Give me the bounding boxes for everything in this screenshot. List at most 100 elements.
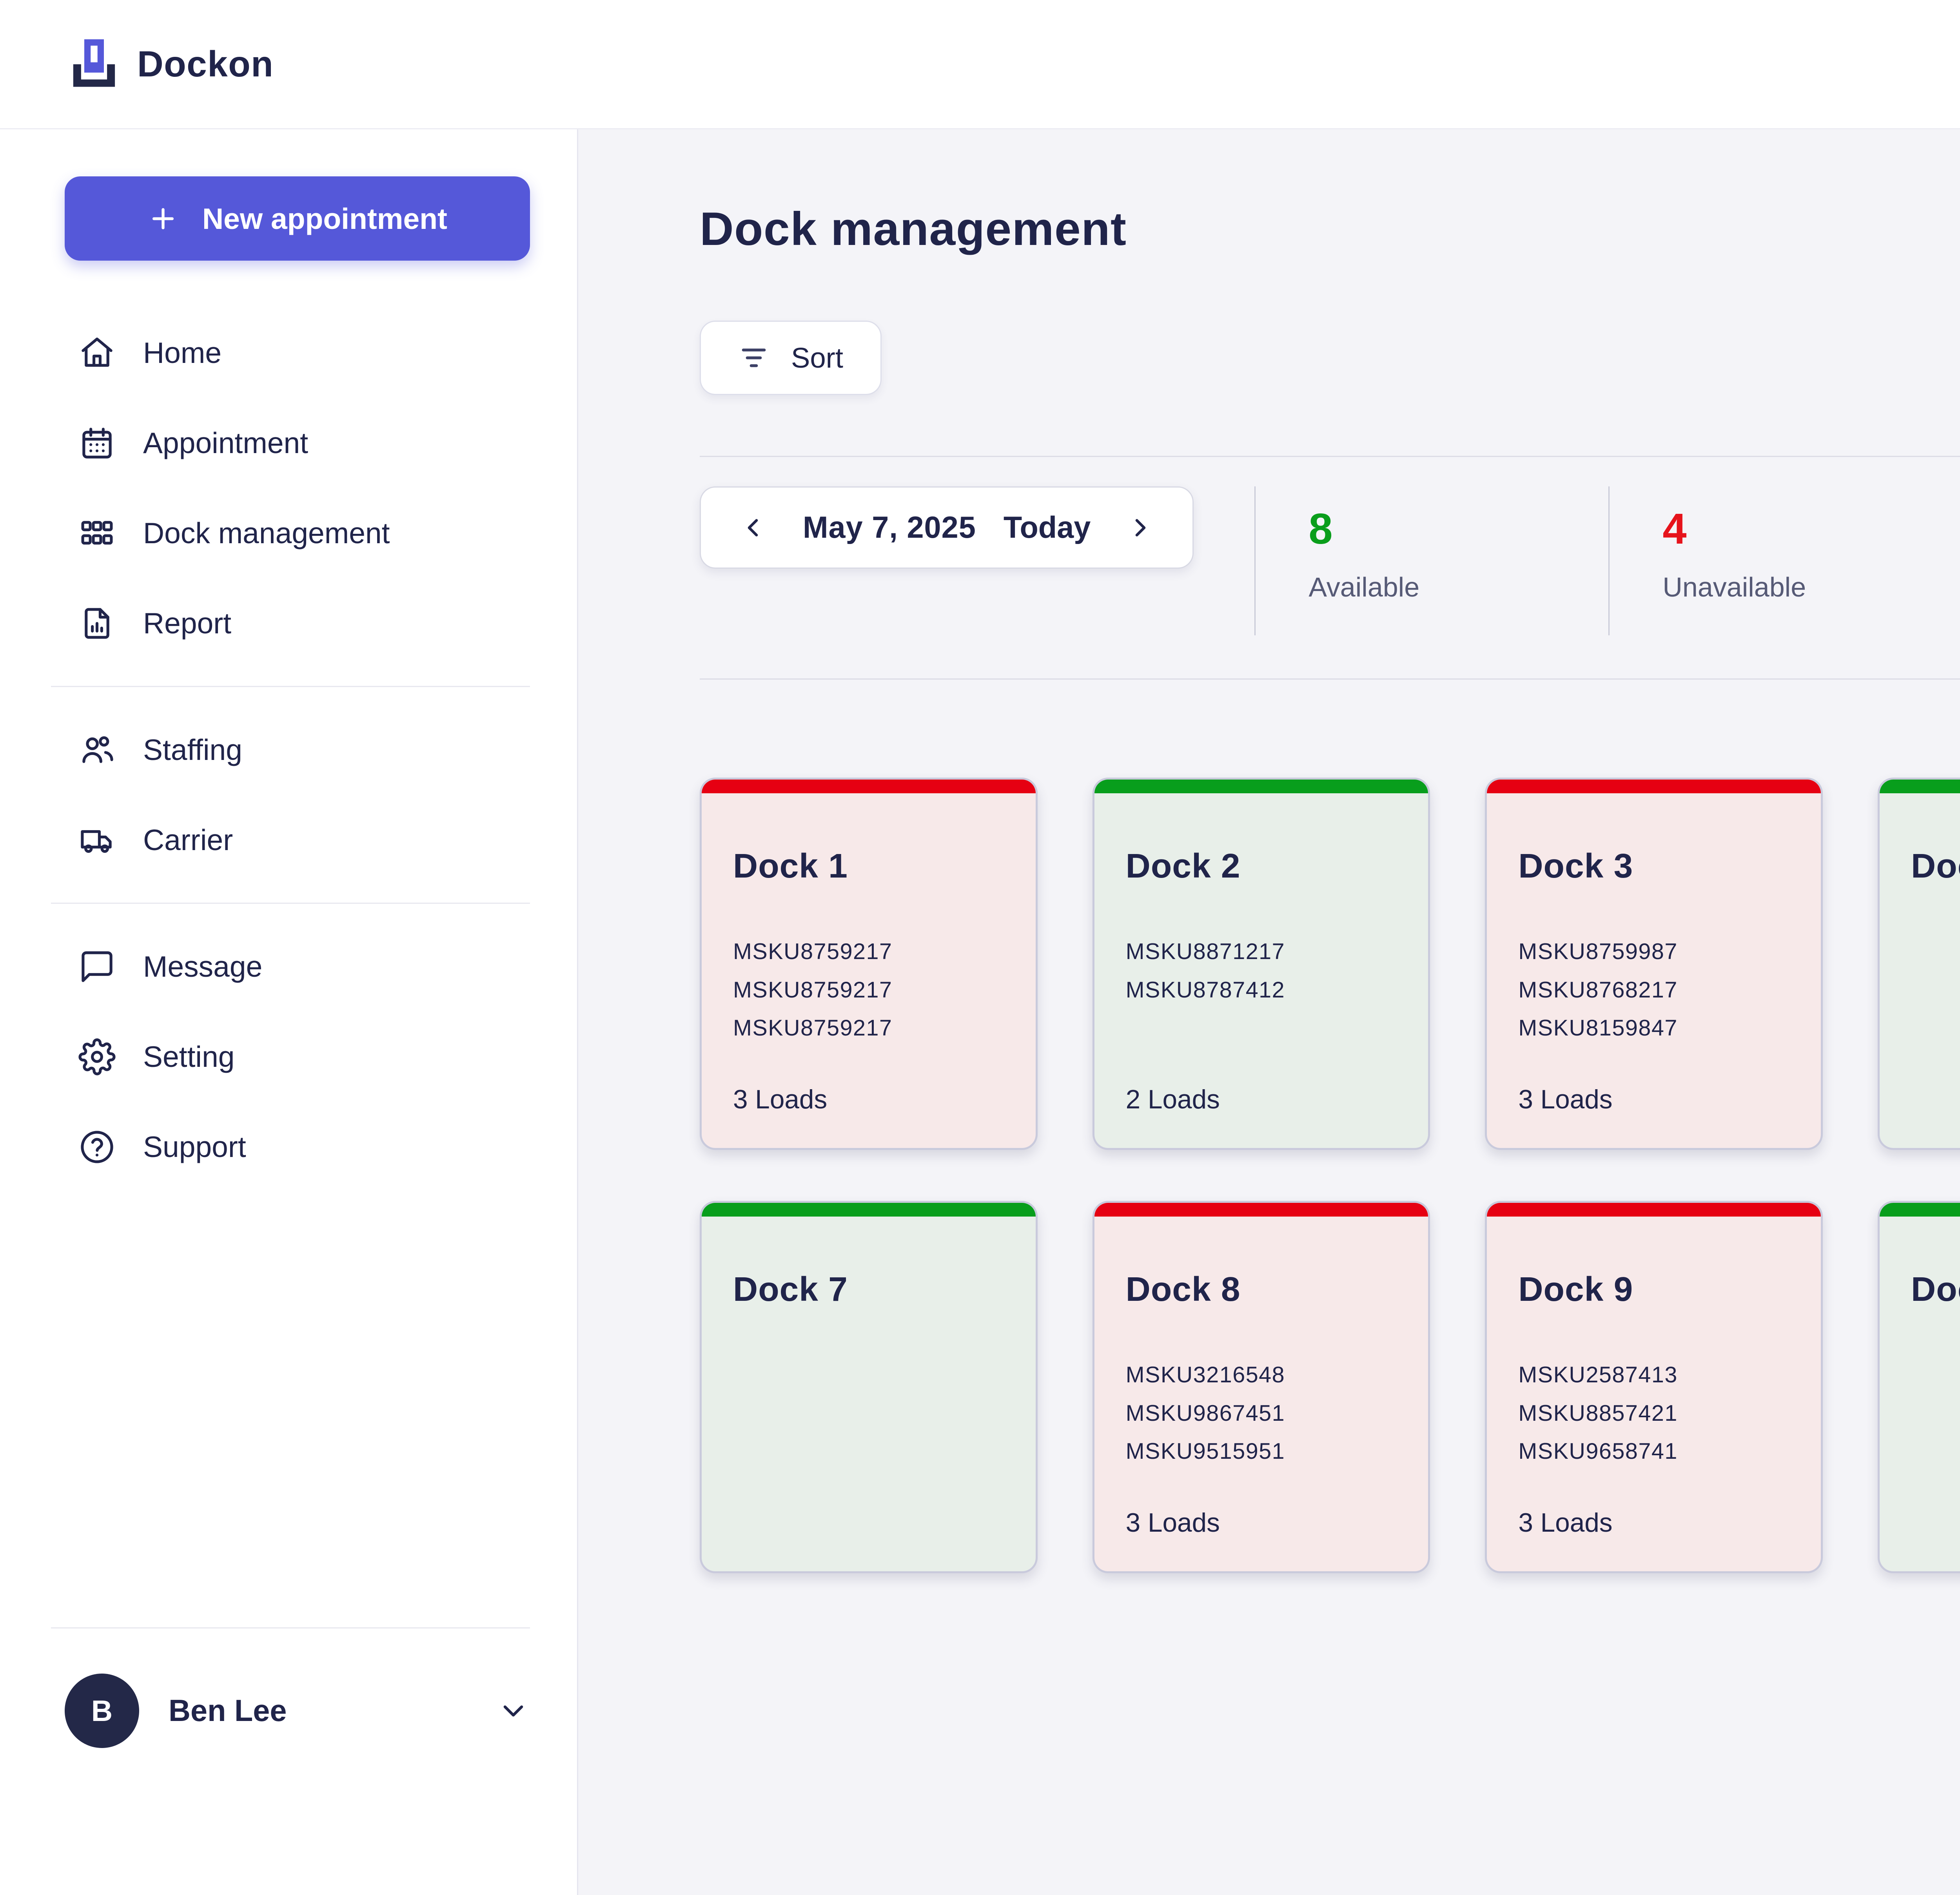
truck-icon	[78, 821, 116, 859]
sidebar-item-label: Appointment	[143, 426, 309, 459]
calendar-icon	[78, 424, 116, 462]
user-avatar: B	[65, 1674, 139, 1748]
dock-grid: Dock 1 MSKU8759217 MSKU8759217 MSKU8759217 3…	[700, 778, 1960, 1573]
sidebar-item-label: Carrier	[143, 823, 233, 856]
toolbar: Sort BLOCK OFF TIME NEW APPOINTMENT	[700, 317, 1960, 399]
container-id: MSKU9515951	[1125, 1439, 1285, 1464]
sidebar: New appointment Home Appointment Dock mana…	[0, 129, 578, 1895]
dock-title: Dock 10	[1911, 1270, 1960, 1308]
stats-divider	[1254, 486, 1256, 635]
sidebar-item-message[interactable]: Message	[0, 921, 577, 1012]
message-icon	[78, 948, 116, 985]
app-header: Dockon Learning Export data B	[0, 0, 1960, 129]
date-row: May 7, 2025 Today 8 Available 4 Unavaila…	[700, 486, 1960, 649]
sidebar-item-label: Setting	[143, 1040, 235, 1073]
available-count: 8	[1308, 505, 1333, 553]
filter-icon	[738, 342, 769, 374]
status-bar-available	[1094, 780, 1428, 793]
dock-card[interactable]: Dock 7	[700, 1201, 1038, 1573]
container-id: MSKU9867451	[1125, 1400, 1285, 1426]
loads-count: 3 Loads	[1125, 1508, 1220, 1538]
dock-card[interactable]: Dock 4	[1878, 778, 1960, 1150]
sidebar-divider	[51, 686, 530, 687]
status-bar-unavailable	[1094, 1203, 1428, 1217]
today-button[interactable]: Today	[1003, 510, 1091, 544]
page-title: Dock management	[700, 203, 1127, 255]
loads-count: 3 Loads	[1518, 1508, 1613, 1538]
container-id: MSKU8857421	[1518, 1400, 1678, 1426]
dock-title: Dock 3	[1518, 847, 1633, 885]
report-icon	[78, 605, 116, 642]
container-list: MSKU3216548 MSKU9867451 MSKU9515951	[1126, 1356, 1397, 1471]
sidebar-item-carrier[interactable]: Carrier	[0, 795, 577, 885]
unavailable-stat: 4 Unavailable	[1662, 486, 1902, 603]
stats-divider	[1608, 486, 1610, 635]
toolbar-divider	[700, 456, 1960, 457]
container-id: MSKU8787412	[1125, 977, 1285, 1003]
status-bar-available	[1880, 1203, 1960, 1217]
sidebar-nav: Home Appointment Dock management Report Staf…	[0, 308, 577, 1192]
dock-card[interactable]: Dock 1 MSKU8759217 MSKU8759217 MSKU8759217 3…	[700, 778, 1038, 1150]
sidebar-item-dock-management[interactable]: Dock management	[0, 488, 577, 578]
container-id: MSKU8759217	[733, 977, 893, 1003]
date-next-button[interactable]	[1122, 509, 1159, 546]
chevron-down-icon[interactable]	[497, 1694, 530, 1728]
container-id: MSKU8759217	[733, 1016, 893, 1041]
sidebar-item-label: Home	[143, 336, 222, 369]
container-id: MSKU8768217	[1518, 977, 1678, 1003]
sidebar-item-support[interactable]: Support	[0, 1102, 577, 1192]
sidebar-item-home[interactable]: Home	[0, 308, 577, 398]
loads-count: 3 Loads	[1518, 1085, 1613, 1114]
dock-title: Dock 1	[733, 847, 848, 885]
sidebar-item-setting[interactable]: Setting	[0, 1012, 577, 1102]
user-menu[interactable]: B Ben Lee	[0, 1674, 577, 1748]
user-name: Ben Lee	[169, 1694, 287, 1728]
container-id: MSKU3216548	[1125, 1362, 1285, 1387]
stats-bottom-divider	[700, 678, 1960, 680]
dock-card[interactable]: Dock 2 MSKU8871217 MSKU8787412 2 Loads	[1092, 778, 1430, 1150]
dockon-logo-icon	[73, 39, 115, 87]
unavailable-label: Unavailable	[1662, 572, 1806, 602]
help-icon	[78, 1128, 116, 1166]
loads-count: 2 Loads	[1125, 1085, 1220, 1114]
sidebar-divider	[51, 903, 530, 904]
container-id: MSKU8871217	[1125, 939, 1285, 964]
dock-card[interactable]: Dock 8 MSKU3216548 MSKU9867451 MSKU9515951 3…	[1092, 1201, 1430, 1573]
brand-logo: Dockon	[65, 35, 274, 94]
status-bar-unavailable	[1487, 780, 1821, 793]
brand-name: Dockon	[137, 44, 274, 84]
dock-card[interactable]: Dock 9 MSKU2587413 MSKU8857421 MSKU9658741 3…	[1485, 1201, 1823, 1573]
available-stat: 8 Available	[1308, 486, 1548, 603]
status-bar-available	[702, 1203, 1036, 1217]
sidebar-item-appointment[interactable]: Appointment	[0, 398, 577, 488]
container-list: MSKU8759217 MSKU8759217 MSKU8759217	[733, 933, 1004, 1048]
dock-card[interactable]: Dock 3 MSKU8759987 MSKU8768217 MSKU8159847 3…	[1485, 778, 1823, 1150]
container-id: MSKU8159847	[1518, 1016, 1678, 1041]
sidebar-item-label: Dock management	[143, 517, 390, 549]
sidebar-item-label: Staffing	[143, 733, 242, 766]
dock-title: Dock 4	[1911, 847, 1960, 885]
sort-button[interactable]: Sort	[700, 321, 882, 395]
date-prev-button[interactable]	[734, 509, 771, 546]
available-label: Available	[1308, 572, 1420, 602]
dock-title: Dock 9	[1518, 1270, 1633, 1308]
status-bar-unavailable	[702, 780, 1036, 793]
sidebar-item-label: Report	[143, 607, 232, 640]
container-id: MSKU8759987	[1518, 939, 1678, 964]
main-content: Dock management Sort BLOCK OFF TIME NEW …	[578, 129, 1960, 1895]
dock-title: Dock 8	[1125, 1270, 1241, 1308]
dock-card[interactable]: Dock 10	[1878, 1201, 1960, 1573]
grid-icon	[78, 515, 116, 552]
container-list: MSKU2587413 MSKU8857421 MSKU9658741	[1518, 1356, 1789, 1471]
sidebar-item-staffing[interactable]: Staffing	[0, 705, 577, 795]
sidebar-item-label: Message	[143, 950, 263, 983]
sidebar-item-report[interactable]: Report	[0, 578, 577, 668]
container-id: MSKU8759217	[733, 939, 893, 964]
current-date: May 7, 2025	[803, 510, 976, 544]
loads-count: 3 Loads	[733, 1085, 828, 1114]
sort-label: Sort	[791, 342, 843, 374]
container-id: MSKU2587413	[1518, 1362, 1678, 1387]
new-appointment-sidebar-button[interactable]: New appointment	[65, 176, 530, 261]
chevron-right-icon	[1136, 519, 1146, 537]
sidebar-item-label: Support	[143, 1130, 246, 1163]
